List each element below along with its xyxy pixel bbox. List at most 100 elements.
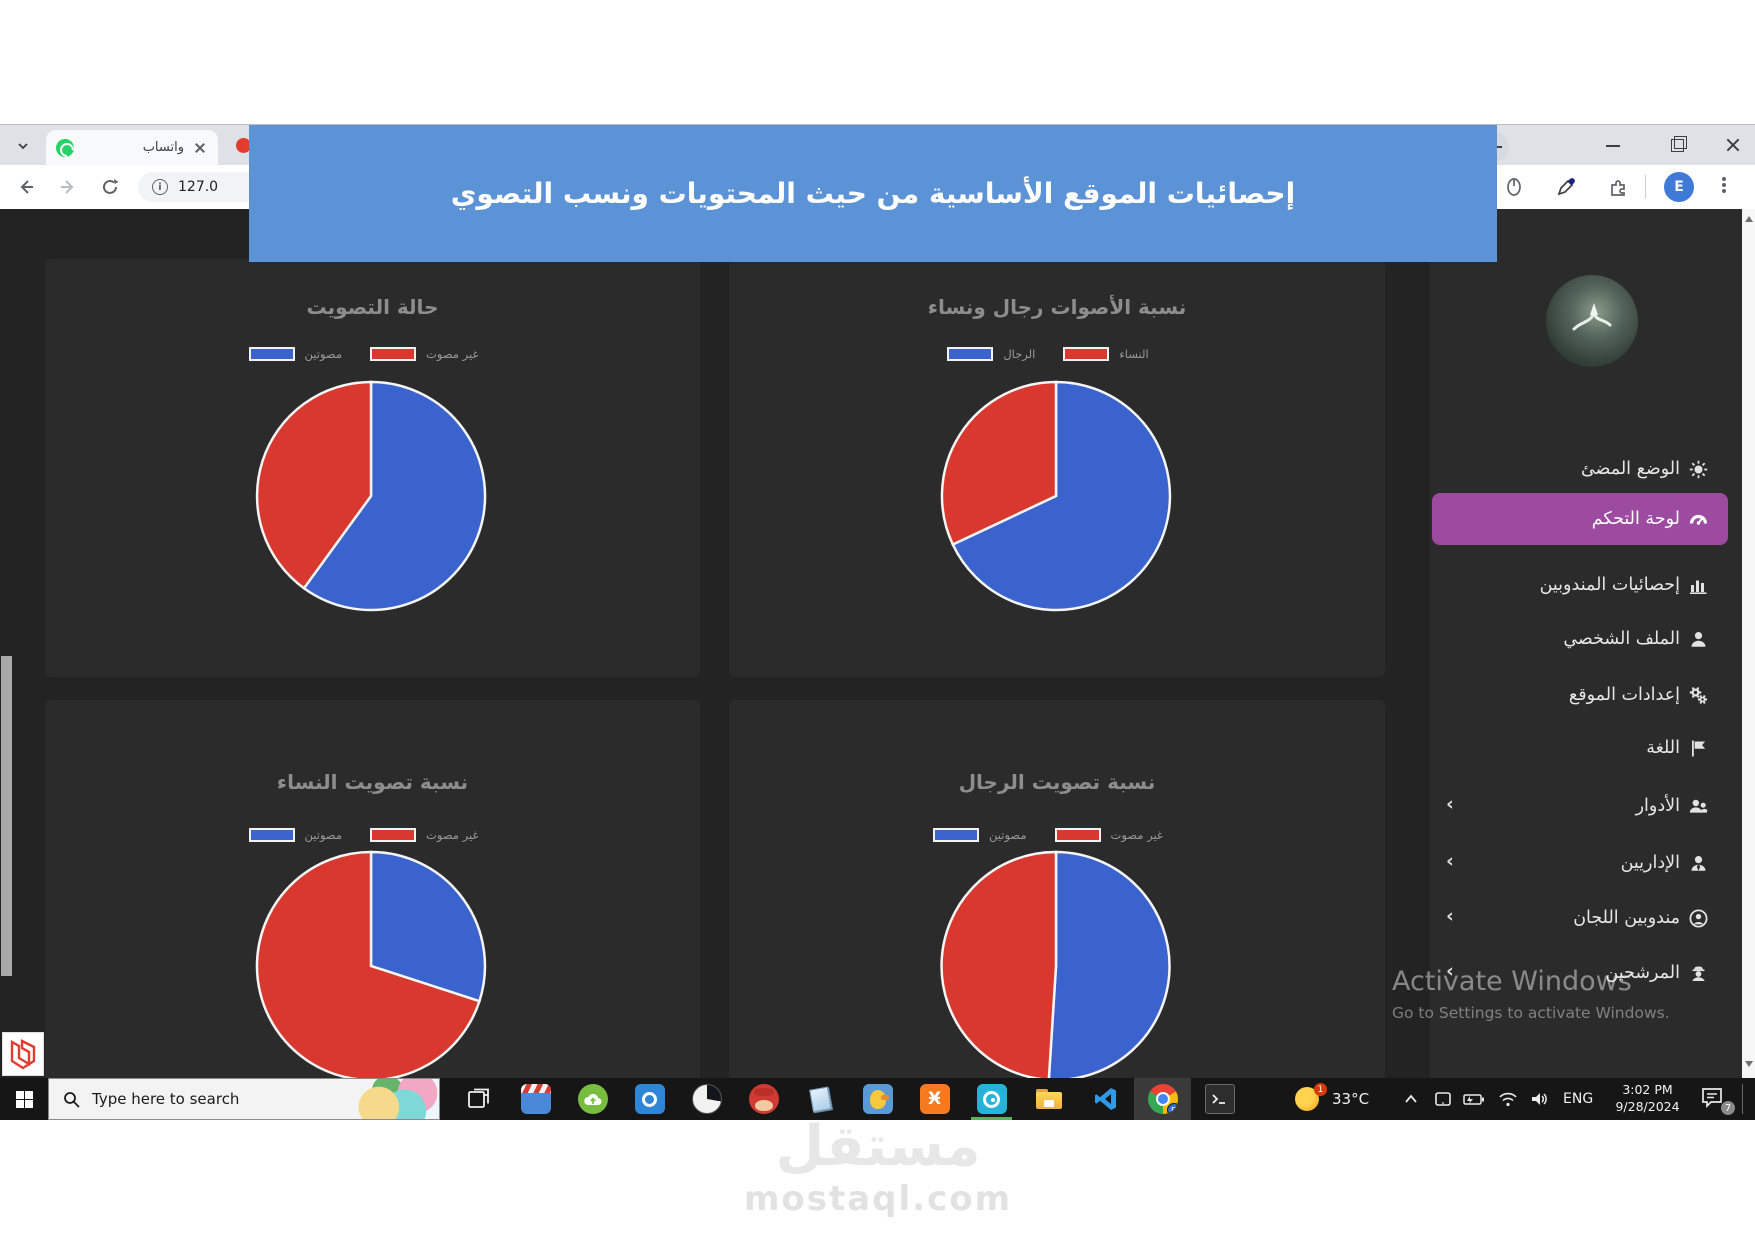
chevron-left-icon[interactable]: ‹ [1446,960,1454,982]
taskbar-icon-movie-clapper[interactable] [507,1078,564,1120]
sidebar-item-site-settings[interactable]: إعدادات الموقع [1569,681,1708,709]
legend-swatch[interactable] [370,828,417,842]
legend-label[interactable]: الرجال [1003,347,1036,361]
show-desktop-separator[interactable] [1742,1084,1743,1114]
user-avatar[interactable] [1546,275,1638,367]
chevron-left-icon[interactable]: ‹ [1446,793,1454,815]
window-minimize-button[interactable] [1598,133,1628,157]
tab-title: واتساب [142,140,184,155]
sidebar-item-label: لوحة التحكم [1591,509,1680,529]
legend-swatch[interactable] [947,347,994,361]
taskbar-search[interactable]: Type here to search [48,1078,440,1120]
chevron-left-icon[interactable]: ‹ [1446,850,1454,872]
taskbar-icon-file-explorer[interactable] [1020,1078,1077,1120]
notification-banner: إحصائيات الموقع الأساسية من حيث المحتويا… [249,125,1497,262]
tray-wifi-icon[interactable] [1495,1087,1521,1111]
tab-search-chevron-icon[interactable] [12,135,34,157]
banner-text: إحصائيات الموقع الأساسية من حيث المحتويا… [450,177,1296,210]
sidebar-item-profile[interactable]: الملف الشخصي [1563,625,1708,653]
sidebar-item-light-mode[interactable]: الوضع المضئ [1581,455,1708,483]
taskbar-icon-cloud-app[interactable] [564,1078,621,1120]
sidebar-item-committee-delegates[interactable]: مندوبين اللجان [1573,904,1708,932]
chart-title: نسبة الأصوات رجال ونساء [927,295,1187,319]
legend-swatch[interactable] [248,828,295,842]
hidden-tab-favicon[interactable] [236,138,251,153]
tab-whatsapp[interactable]: واتساب [46,130,218,165]
reload-button[interactable] [94,171,126,203]
weather-badge: 1 [1314,1083,1327,1096]
clock-widget[interactable]: 3:02 PM 9/28/2024 [1600,1078,1695,1120]
watermark-domain: mostaql.com [743,1178,1013,1219]
tab-close-icon[interactable] [192,140,208,156]
legend-label[interactable]: مصوتين [989,828,1027,842]
sidebar-item-roles[interactable]: الأدوار [1636,792,1708,820]
reading-mode-icon[interactable] [1500,173,1528,201]
pie-chart [940,850,1172,1078]
chevron-left-icon[interactable]: ‹ [1446,905,1454,927]
sidebar-item-candidates[interactable]: المرشحين [1605,959,1708,987]
sidebar-item-dashboard[interactable]: لوحة التحكم [1432,493,1728,545]
notification-center[interactable]: 7 [1700,1086,1736,1116]
weather-widget[interactable]: 1 [1295,1083,1327,1113]
forward-button[interactable] [52,171,84,203]
legend-swatch[interactable] [1063,347,1110,361]
legend-swatch[interactable] [370,347,417,361]
browser-menu-icon[interactable] [1722,175,1726,199]
tray-volume-icon[interactable] [1527,1087,1553,1111]
taskbar-icon-mario[interactable] [735,1078,792,1120]
profile-avatar[interactable]: E [1664,172,1694,202]
taskbar-icon-chrome[interactable]: E [1134,1078,1191,1120]
legend-label[interactable]: مصوتين [304,347,343,361]
language-indicator[interactable]: ENG [1563,1091,1594,1107]
sidebar-item-label: إحصائيات المندوبين [1539,575,1680,595]
taskbar-icon-xampp[interactable]: Ӿ [906,1078,963,1120]
taskbar-icon-task-view[interactable] [450,1078,507,1120]
legend-swatch[interactable] [1054,828,1101,842]
taskbar-icon-camera-app[interactable] [621,1078,678,1120]
taskbar-icon-terminal[interactable] [1191,1078,1248,1120]
legend-label[interactable]: مصوتين [304,828,343,842]
tray-battery-icon[interactable] [1461,1087,1487,1111]
user-tie-icon [1689,854,1708,873]
legend-label[interactable]: النساء [1119,347,1149,361]
chart-title: نسبة تصويت الرجال [958,770,1156,794]
site-info-icon[interactable]: i [152,179,168,195]
active-app-indicator [971,1117,1012,1120]
chart-title: حالة التصويت [306,295,439,319]
tray-tablet-icon[interactable] [1430,1087,1456,1111]
legend-label[interactable]: غير مصوت [426,828,479,842]
sidebar-item-admins[interactable]: الإداريين [1621,849,1708,877]
tray-chevron-up-icon[interactable] [1398,1087,1424,1111]
search-highlight-image[interactable] [353,1079,439,1119]
taskbar-icon-duck-app[interactable] [849,1078,906,1120]
url-text: 127.0 [178,179,219,195]
legend-swatch[interactable] [248,347,295,361]
red-logo-thumbnail[interactable] [2,1032,44,1076]
taskbar: Type here to search Ӿ E 1 33°C ENG 3:02 P… [0,1078,1755,1120]
taskbar-icon-video-editor[interactable] [963,1078,1020,1120]
extensions-icon[interactable] [1604,173,1632,201]
sidebar-item-delegates-stats[interactable]: إحصائيات المندوبين [1540,571,1708,599]
sidebar-item-label: الملف الشخصي [1563,629,1680,649]
legend-swatch[interactable] [933,828,980,842]
temperature-label[interactable]: 33°C [1332,1090,1370,1108]
eyedropper-icon[interactable] [1552,173,1580,201]
window-restore-button[interactable] [1662,133,1692,157]
scrollbar-thumb[interactable] [1,656,12,976]
taskbar-icon-vscode[interactable] [1077,1078,1134,1120]
taskbar-icon-notes[interactable] [792,1078,849,1120]
sidebar-item-label: الوضع المضئ [1580,459,1680,479]
activate-subtitle: Go to Settings to activate Windows. [1392,1004,1670,1022]
users-icon [1689,797,1708,816]
back-button[interactable] [10,171,42,203]
scrollbar-up-icon[interactable] [1745,216,1753,222]
page-scrollbar[interactable] [1742,209,1755,1078]
legend-label[interactable]: غير مصوت [426,347,479,361]
sidebar-item-language[interactable]: اللغة [1646,734,1708,762]
taskbar-icon-storage-pie[interactable] [678,1078,735,1120]
scrollbar-down-icon[interactable] [1745,1061,1753,1067]
chart-legend: مصوتين غير مصوت [45,828,700,842]
legend-label[interactable]: غير مصوت [1110,828,1163,842]
window-close-button[interactable] [1718,133,1748,157]
start-button[interactable] [0,1078,48,1120]
